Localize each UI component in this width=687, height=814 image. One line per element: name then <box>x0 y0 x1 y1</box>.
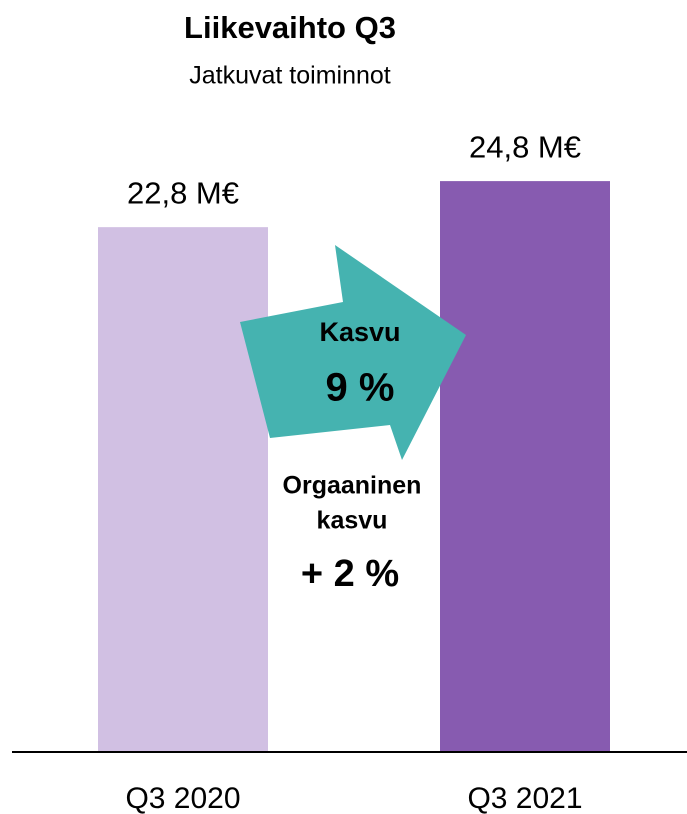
x-tick-label: Q3 2020 <box>125 782 240 814</box>
organic-value: + 2 % <box>301 553 399 595</box>
data-label: 22,8 M€ <box>127 175 239 210</box>
x-tick-label: Q3 2021 <box>467 782 582 814</box>
bar <box>98 227 268 753</box>
bar <box>440 181 610 752</box>
data-label: 24,8 M€ <box>469 129 581 164</box>
growth-arrow <box>240 245 466 460</box>
growth-label: Kasvu <box>319 317 400 347</box>
growth-value: 9 % <box>326 366 395 410</box>
organic-label: kasvu <box>317 507 388 535</box>
chart-subtitle: Jatkuvat toiminnot <box>189 62 391 90</box>
chart-title: Liikevaihto Q3 <box>184 10 396 45</box>
organic-label: Orgaaninen <box>283 472 422 500</box>
